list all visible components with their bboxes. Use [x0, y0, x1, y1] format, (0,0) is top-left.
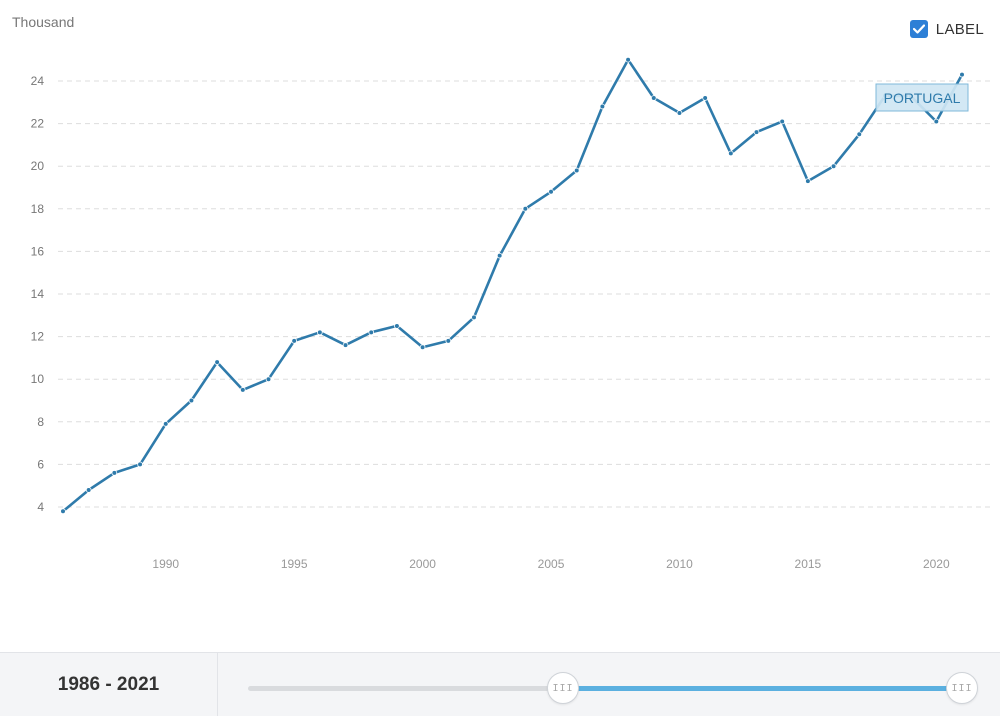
data-point[interactable]	[753, 129, 760, 135]
y-tick-label: 16	[31, 244, 45, 258]
y-tick-label: 12	[31, 330, 45, 344]
data-point[interactable]	[728, 150, 734, 157]
y-tick-label: 14	[31, 287, 45, 301]
data-point[interactable]	[625, 56, 631, 63]
y-axis-ticks: 4 6 8 10 12 14 16 18 20 22 24	[31, 74, 45, 514]
data-point[interactable]	[419, 344, 426, 351]
data-point[interactable]	[137, 461, 143, 468]
gridlines	[58, 80, 990, 508]
chart-area: Thousand LABEL 4 6 8 10 12 14 16 18 20 22 24 1990 1…	[12, 14, 990, 571]
data-point[interactable]	[496, 252, 503, 259]
y-tick-label: 10	[31, 372, 45, 386]
series-name-tag: PORTUGAL	[875, 83, 969, 112]
x-tick-label: 2015	[795, 557, 822, 571]
label-toggle[interactable]: LABEL	[909, 20, 984, 38]
year-range-label: 1986 - 2021	[0, 653, 218, 716]
data-point[interactable]	[291, 338, 297, 344]
x-tick-label: 1990	[152, 557, 179, 571]
data-point[interactable]	[933, 118, 940, 125]
x-tick-label: 2000	[409, 557, 436, 571]
year-range-slider-fill	[563, 686, 964, 691]
data-point[interactable]	[471, 314, 477, 321]
data-point[interactable]	[60, 508, 66, 515]
label-toggle-text: LABEL	[935, 20, 984, 38]
data-point[interactable]	[188, 397, 195, 404]
data-point[interactable]	[85, 487, 92, 493]
y-tick-label: 6	[37, 457, 44, 471]
x-tick-label: 2020	[923, 557, 950, 571]
x-tick-label: 2005	[538, 557, 565, 571]
data-point[interactable]	[830, 163, 837, 170]
series-tag-text: PORTUGAL	[884, 90, 961, 106]
y-tick-label: 22	[31, 117, 45, 131]
x-tick-label: 2010	[666, 557, 693, 571]
series-portugal	[60, 56, 965, 515]
y-tick-label: 8	[37, 415, 44, 429]
data-point[interactable]	[522, 206, 529, 212]
data-point[interactable]	[599, 103, 606, 110]
data-point[interactable]	[162, 421, 169, 427]
slider-handle-start[interactable]: III	[547, 672, 580, 704]
series-tag-box	[875, 83, 969, 112]
y-tick-label: 18	[31, 202, 45, 216]
data-point[interactable]	[240, 387, 246, 393]
data-point[interactable]	[779, 118, 785, 125]
data-point[interactable]	[214, 359, 220, 365]
data-point[interactable]	[394, 323, 400, 329]
data-point[interactable]	[111, 470, 118, 476]
data-point[interactable]	[805, 178, 811, 184]
grip-icon: III	[951, 682, 973, 694]
data-point[interactable]	[317, 329, 323, 336]
line-chart: 4 6 8 10 12 14 16 18 20 22 24 1990 1995 2000 2005 2010…	[31, 56, 990, 571]
data-point[interactable]	[676, 110, 683, 116]
data-point[interactable]	[445, 338, 452, 344]
time-range-footer: 1986 - 2021 III III	[0, 652, 1000, 716]
checkbox-checked-icon[interactable]	[909, 20, 928, 38]
data-point[interactable]	[548, 188, 554, 195]
x-axis-ticks: 1990 1995 2000 2005 2010 2015 2020	[152, 557, 950, 571]
y-axis-unit-label: Thousand	[12, 14, 75, 30]
data-point[interactable]	[702, 95, 708, 101]
grip-icon: III	[552, 682, 574, 694]
slider-handle-end[interactable]: III	[946, 672, 978, 704]
data-point[interactable]	[650, 95, 657, 101]
data-point[interactable]	[265, 376, 272, 383]
y-tick-label: 20	[31, 159, 45, 173]
data-point[interactable]	[342, 342, 349, 348]
data-point[interactable]	[368, 329, 375, 336]
x-tick-label: 1995	[281, 557, 308, 571]
data-point[interactable]	[856, 131, 863, 138]
series-line	[61, 58, 964, 513]
y-tick-label: 24	[31, 74, 45, 88]
series-tag-layer: PORTUGAL	[875, 83, 969, 112]
y-tick-label: 4	[37, 500, 44, 514]
data-point[interactable]	[573, 167, 580, 174]
data-point[interactable]	[959, 71, 965, 78]
year-range-slider-track[interactable]	[248, 686, 964, 691]
